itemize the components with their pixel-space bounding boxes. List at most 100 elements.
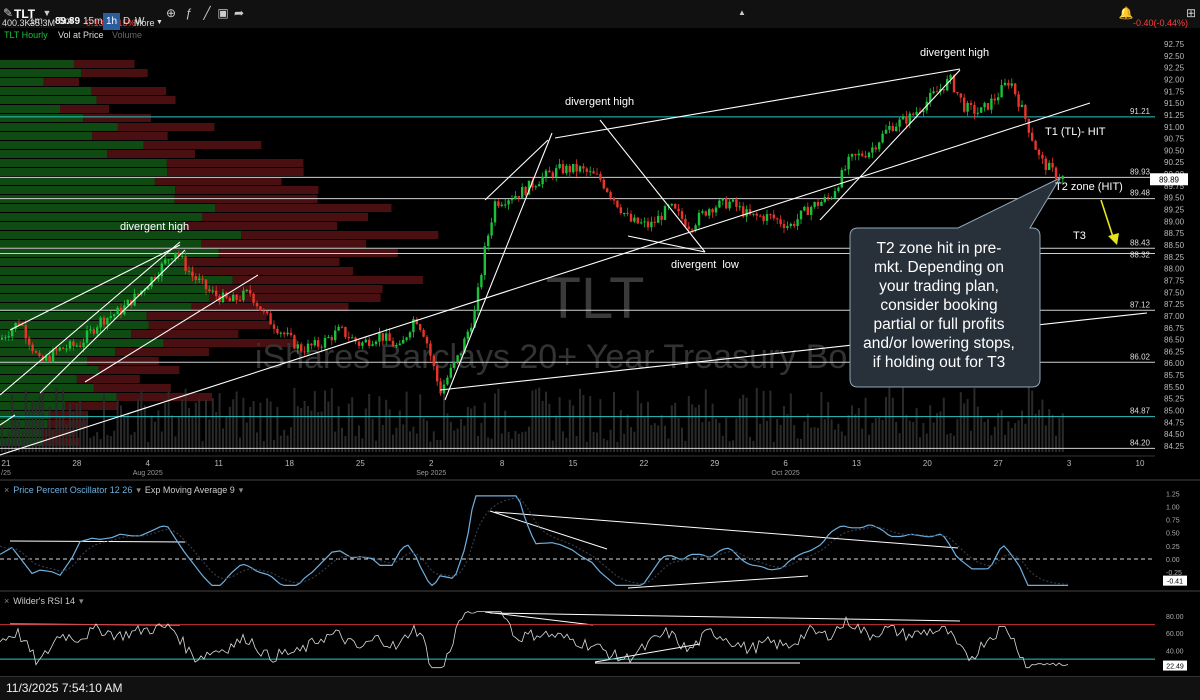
- trendline: [819, 69, 961, 221]
- volume-bar: [755, 387, 758, 452]
- volume-bar: [711, 403, 714, 452]
- candle-body: [898, 119, 901, 127]
- candle-body: [796, 219, 799, 226]
- interval-w[interactable]: W: [135, 16, 145, 27]
- candle-body: [772, 214, 775, 219]
- ppo-label-row[interactable]: × Price Percent Oscillator 12 26 ▾ Exp Movi…: [4, 485, 243, 496]
- vol-at-price-toggle[interactable]: Vol at Price: [58, 30, 104, 40]
- volume-bar: [286, 435, 289, 452]
- candle-body: [89, 329, 92, 331]
- layout-icon[interactable]: ▣: [217, 6, 229, 20]
- volume-bar: [630, 427, 632, 452]
- volume-bar: [279, 435, 282, 452]
- more-menu[interactable]: More: [134, 18, 155, 28]
- ppo-chevron-icon[interactable]: ▾: [136, 485, 141, 495]
- volume-bar: [881, 420, 884, 452]
- collapse-icon[interactable]: ▲: [738, 8, 746, 17]
- volume-bar: [643, 417, 646, 452]
- vap-bar-down: [107, 150, 195, 158]
- annotation-t1: T1 (TL)- HIT: [1045, 126, 1106, 138]
- price-tick-label: 91.00: [1164, 123, 1185, 132]
- price-tick-label: 90.50: [1164, 146, 1185, 155]
- volume-bar: [878, 417, 881, 452]
- series-label[interactable]: TLT Hourly: [4, 30, 48, 40]
- volume-bar: [902, 387, 904, 452]
- volume-bar: [21, 430, 24, 452]
- edit-icon[interactable]: ✎: [2, 6, 14, 20]
- tlt-chart[interactable]: TLT iShares Barclays 20+ Year Treasury B…: [0, 0, 1200, 676]
- volume-bar: [177, 416, 180, 452]
- rsi-chevron-icon[interactable]: ▾: [79, 596, 84, 606]
- volume-bar: [664, 425, 666, 452]
- interval-5m[interactable]: 5m: [59, 16, 73, 27]
- vap-bar-down: [154, 177, 282, 185]
- close-icon[interactable]: ×: [4, 485, 10, 495]
- candle-body: [320, 346, 323, 348]
- candle-body: [228, 297, 231, 302]
- rsi-label-row[interactable]: × Wilder's RSI 14 ▾: [4, 596, 84, 607]
- candle-body: [1041, 154, 1044, 159]
- volume-bar: [521, 432, 524, 452]
- candle-body: [92, 329, 95, 334]
- chevron-down-icon[interactable]: ▼: [42, 8, 52, 18]
- volume-bar: [89, 437, 92, 452]
- volume-bar: [766, 420, 768, 452]
- share-icon[interactable]: ➦: [233, 6, 245, 20]
- more-chevron-icon[interactable]: ▼: [156, 19, 163, 26]
- close-icon[interactable]: ×: [4, 596, 10, 606]
- volume-bar: [140, 390, 143, 452]
- price-tick-label: 88.50: [1164, 241, 1185, 250]
- volume-bar: [290, 427, 292, 452]
- candle-body: [497, 201, 500, 206]
- compare-icon[interactable]: ⊕: [165, 6, 177, 20]
- level-label: 87.12: [1130, 300, 1151, 309]
- volume-bar: [371, 418, 374, 452]
- volume-bar: [4, 438, 7, 452]
- volume-bar: [154, 421, 156, 452]
- alert-icon[interactable]: 🔔: [1118, 6, 1134, 20]
- rsi-last-box: [1163, 660, 1187, 671]
- volume-toggle[interactable]: Volume: [112, 30, 143, 40]
- candle-body: [500, 204, 503, 206]
- volume-bar: [262, 441, 265, 452]
- volume-bar: [932, 422, 935, 452]
- volume-bar: [898, 433, 901, 452]
- volume-bar: [609, 429, 612, 452]
- ppo-last-box: [1163, 575, 1187, 586]
- indicator-icon[interactable]: ƒ: [185, 6, 193, 20]
- candle-body: [684, 218, 687, 227]
- volume-bar: [1010, 427, 1013, 452]
- volume-bar: [164, 402, 167, 452]
- volume-bar: [864, 397, 867, 452]
- volume-bars: [1, 387, 1064, 452]
- symbol-label[interactable]: TLT: [14, 7, 36, 21]
- interval-15m[interactable]: 15m: [83, 16, 103, 27]
- volume-bar: [874, 417, 877, 452]
- vap-bar-up: [0, 411, 49, 419]
- rsi-trendline: [484, 611, 594, 626]
- date-tick-label: 20: [923, 459, 932, 468]
- volume-bar: [252, 401, 255, 452]
- interval-1m[interactable]: 1m: [29, 16, 43, 27]
- candle-body: [963, 97, 966, 112]
- interval-d[interactable]: D: [123, 16, 131, 27]
- ppo-overlay-chevron-icon[interactable]: ▾: [238, 485, 244, 495]
- candle-body: [211, 290, 214, 292]
- ppo-trendline: [627, 575, 809, 589]
- candle-body: [446, 377, 449, 385]
- vap-bar-up: [0, 69, 82, 77]
- callout-box: [849, 176, 1062, 388]
- volume-bar: [551, 440, 554, 452]
- candle-body: [643, 221, 646, 223]
- interval-1h[interactable]: 1h: [103, 13, 121, 30]
- price-tick-label: 92.00: [1164, 75, 1185, 84]
- candle-body: [986, 103, 990, 110]
- draw-icon[interactable]: ╱: [203, 6, 211, 20]
- volume-bar: [953, 435, 955, 452]
- window-icon[interactable]: ⊞: [1185, 6, 1197, 20]
- volume-bar: [572, 405, 575, 452]
- volume-bar: [422, 418, 425, 452]
- date-tick-label: 18: [285, 459, 294, 468]
- candle-body: [436, 366, 439, 382]
- volume-bar: [871, 422, 874, 452]
